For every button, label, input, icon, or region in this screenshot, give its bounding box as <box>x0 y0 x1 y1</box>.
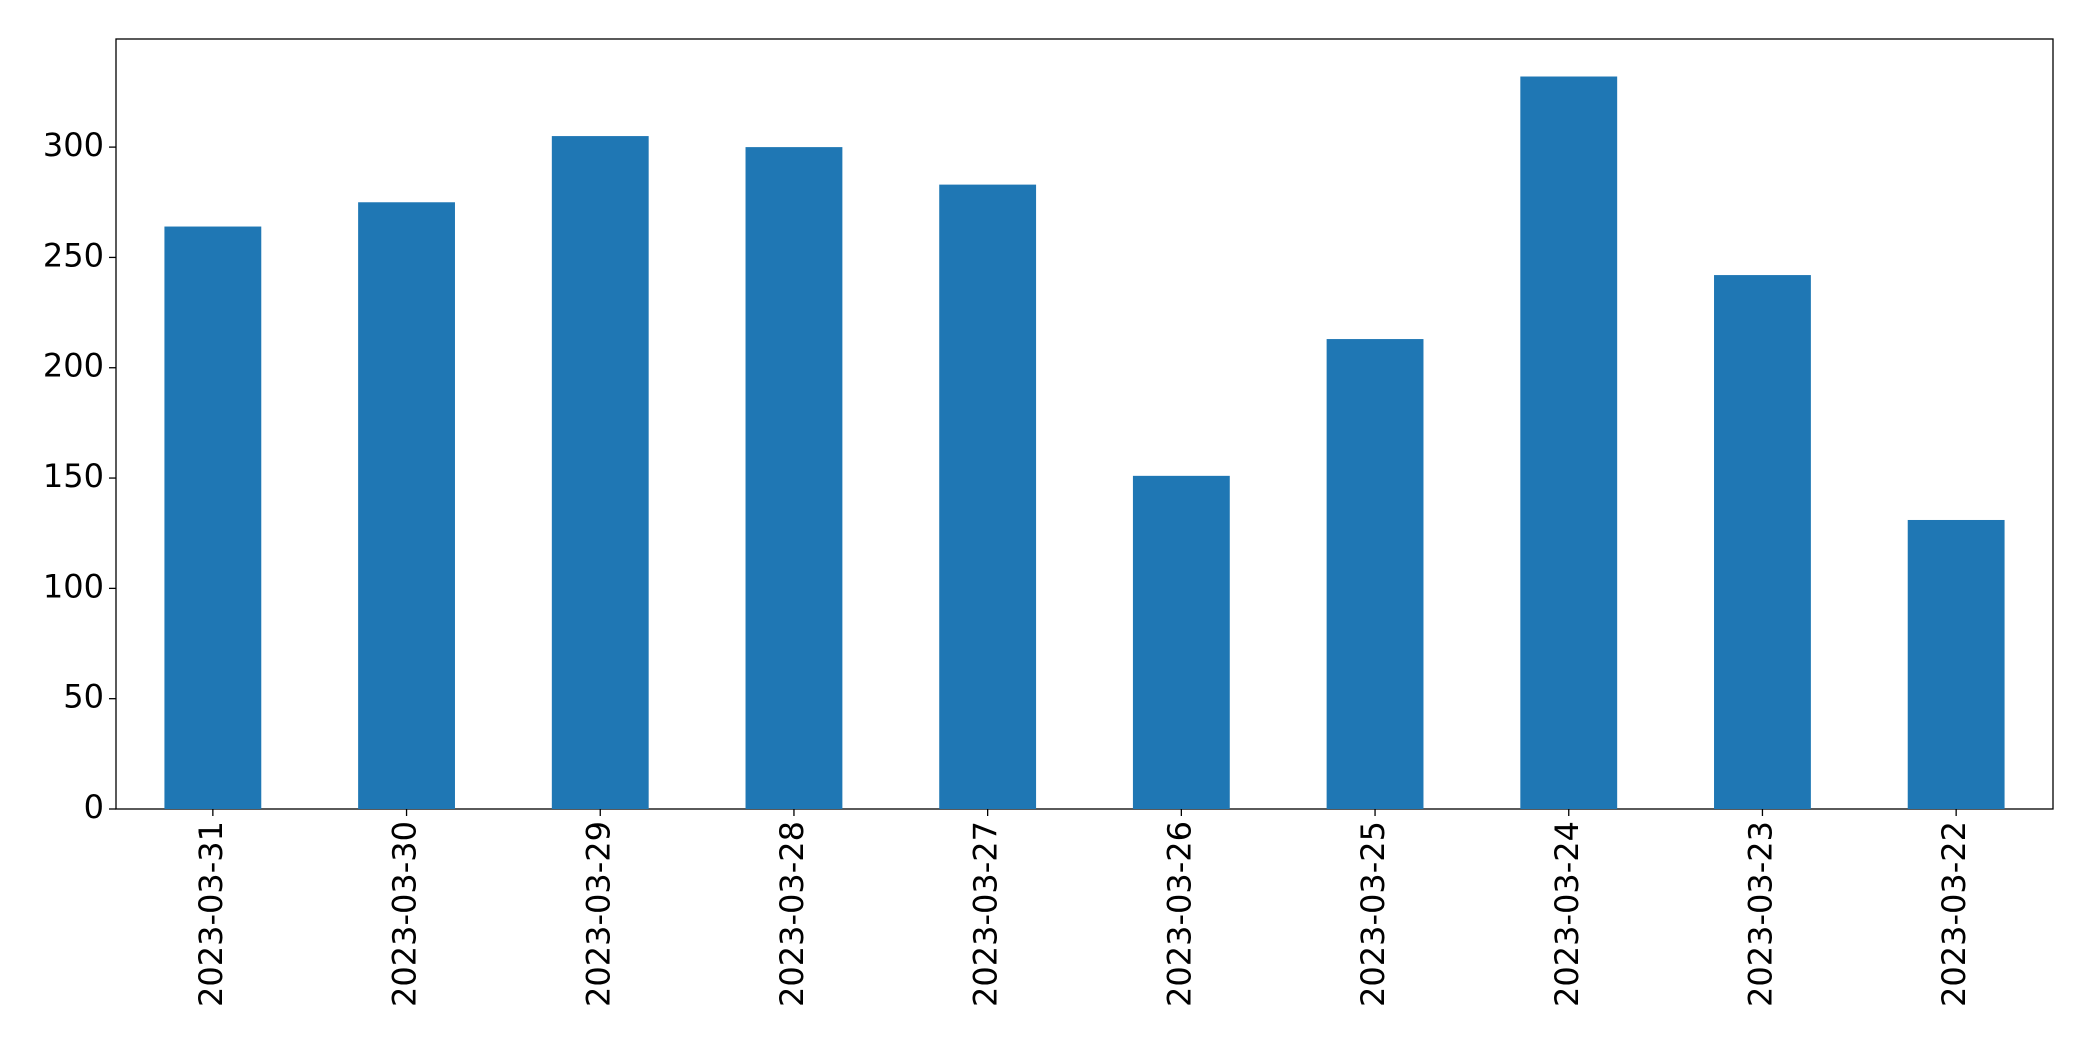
y-tick-label: 200 <box>43 347 104 385</box>
bar <box>1520 76 1618 810</box>
x-tick-label: 2023-03-31 <box>192 821 230 1007</box>
bar <box>551 136 649 809</box>
bar <box>745 147 843 809</box>
x-tick-label: 2023-03-24 <box>1548 821 1586 1007</box>
x-tick-label: 2023-03-29 <box>579 821 617 1007</box>
y-tick-label: 50 <box>63 678 104 716</box>
x-tick-label: 2023-03-30 <box>386 821 424 1007</box>
plot-frame <box>115 38 2054 810</box>
x-tick-label: 2023-03-27 <box>967 821 1005 1007</box>
x-tick-label: 2023-03-28 <box>773 821 811 1007</box>
bar <box>1132 475 1230 809</box>
y-tick-label: 250 <box>43 236 104 274</box>
bar <box>1907 519 2005 809</box>
bar <box>939 184 1037 810</box>
y-tick-label: 300 <box>43 126 104 164</box>
x-tick-label: 2023-03-26 <box>1160 821 1198 1007</box>
bar <box>164 226 262 809</box>
x-tick-label: 2023-03-25 <box>1354 821 1392 1007</box>
y-tick-label: 100 <box>43 567 104 605</box>
y-tick-label: 150 <box>43 457 104 495</box>
bar <box>1326 339 1424 809</box>
bar <box>358 202 455 809</box>
x-tick-label: 2023-03-23 <box>1741 821 1779 1007</box>
bar <box>1714 275 1811 810</box>
y-tick-label: 0 <box>84 788 104 826</box>
x-tick-label: 2023-03-22 <box>1935 821 1973 1007</box>
